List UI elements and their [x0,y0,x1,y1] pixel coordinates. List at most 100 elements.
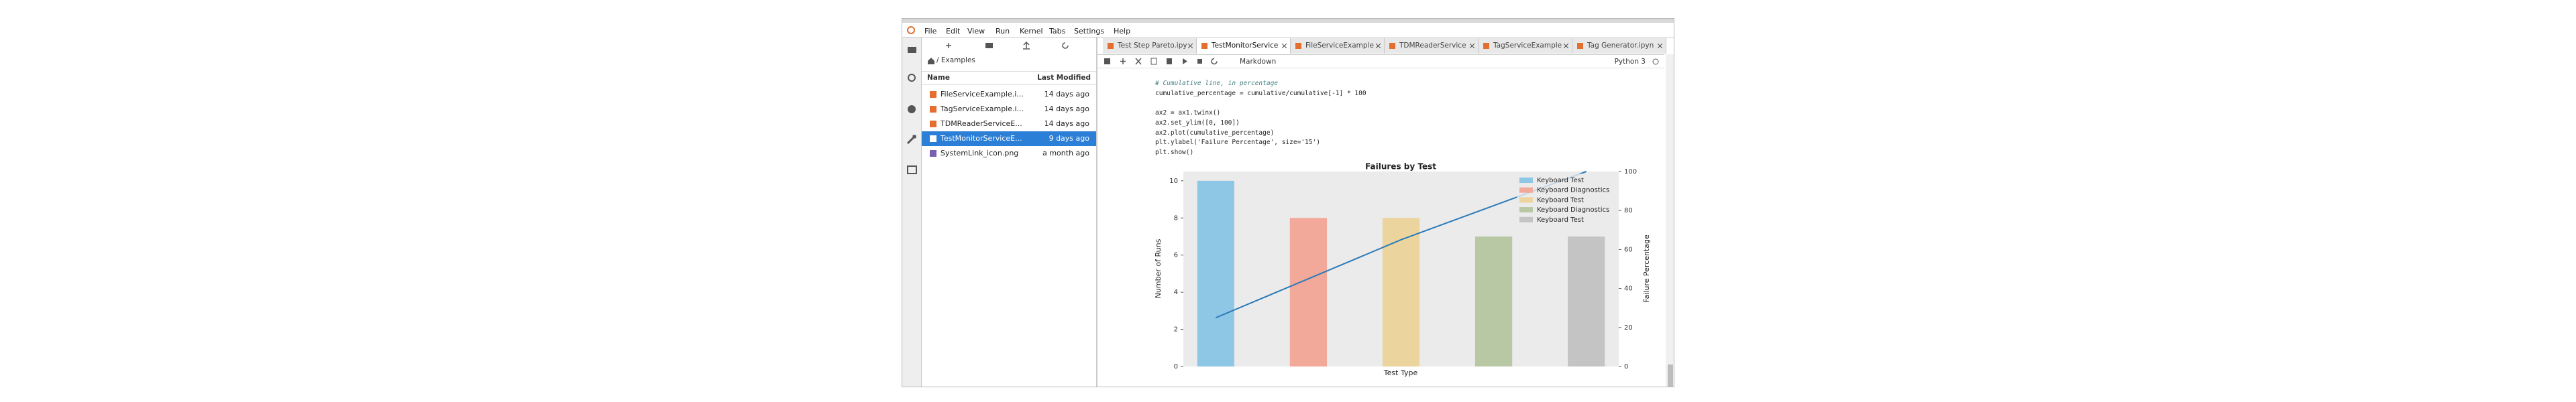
file-modified: 14 days ago [1044,119,1089,128]
running-icon[interactable] [908,74,916,82]
run[interactable] [1183,58,1187,64]
tools-icon[interactable] [906,134,917,145]
file-name: TagServiceExample.i... [941,105,1024,113]
code-line: # Cumulative line, in percentage [1155,80,1279,87]
file-modified: 14 days ago [1044,105,1089,113]
menu-item[interactable]: Tabs [1049,27,1066,36]
stop[interactable] [1197,59,1202,64]
legend-label: Keyboard Test [1537,216,1584,224]
tab-label: TestMonitorService [1212,42,1279,50]
file-row[interactable]: SystemLink_icon.png a month ago [922,146,1096,161]
tab[interactable]: TDMReaderService [1385,38,1479,54]
breadcrumb[interactable]: / Examples [936,56,975,64]
tab-label: TagServiceExample [1493,42,1562,50]
copy[interactable] [1150,58,1157,65]
menu-bar: File Edit View Run Kernel Tabs Settings Help [902,23,1674,38]
tab-close[interactable] [1658,44,1662,48]
file-browser: / Examples Name Last Modified FileServic… [922,38,1097,387]
legend-box [1517,174,1617,227]
tab[interactable]: FileServiceExample [1291,38,1385,54]
y2-tick-label: 60 [1624,246,1633,253]
file-row[interactable]: FileServiceExample.i... 14 days ago [922,87,1096,102]
column-header[interactable]: Name [927,74,950,82]
refresh[interactable] [1062,42,1069,49]
legend-swatch [1519,178,1533,183]
code-line: ax2.set_ylim([0, 100]) [1155,119,1240,127]
menu-item[interactable]: Settings [1074,27,1105,36]
bar [1382,218,1420,366]
tab-label: Test Step Pareto.ipy [1118,42,1187,50]
tab-close[interactable] [1564,44,1568,48]
tab-bar: Test Step Pareto.ipy TestMonitorService Fi… [1103,38,1670,54]
tab[interactable]: Test Step Pareto.ipy [1103,38,1197,54]
scroll-thumb[interactable] [1668,364,1673,387]
code-line: cumulative_percentage = cumulative/cumul… [1155,89,1366,97]
y2-tick-label: 20 [1624,324,1633,332]
bar [1197,180,1234,366]
bar [1568,237,1605,366]
menu-item[interactable]: Kernel [1020,27,1043,36]
tab[interactable]: Tag Generator.ipyn [1572,38,1666,54]
menu-item[interactable]: Run [996,27,1010,36]
file-toolbar [946,41,1069,50]
new-launcher[interactable] [946,43,951,48]
tab-close[interactable] [1376,44,1381,48]
legend-swatch [1519,216,1533,222]
list-header: Name Last Modified [922,71,1096,85]
code-line: plt.ylabel('Failure Percentage', size='1… [1155,139,1320,147]
menu-item[interactable]: File [924,27,937,36]
tab-close[interactable] [1282,44,1287,48]
legend-label: Keyboard Test [1537,177,1584,184]
folder-icon[interactable] [908,47,916,53]
cell-type-select[interactable]: Markdown [1240,58,1277,66]
menu-item[interactable]: Help [1114,27,1131,36]
y-tick-label: 2 [1174,326,1178,334]
tab[interactable]: TestMonitorService [1197,38,1291,54]
y-tick-label: 10 [1169,178,1178,185]
legend-label: Keyboard Test [1537,196,1584,204]
y2-tick-label: 40 [1624,285,1633,293]
save[interactable] [1104,58,1110,64]
file-row[interactable]: TDMReaderServiceE... 14 days ago [922,117,1096,131]
paste[interactable] [1167,58,1172,64]
file-row[interactable]: TestMonitorServiceE... 9 days ago [922,131,1096,146]
file-row[interactable]: TagServiceExample.i... 14 days ago [922,102,1096,117]
tab[interactable]: TagServiceExample [1479,38,1572,54]
home-icon[interactable] [927,57,935,65]
new-folder[interactable] [985,43,993,48]
tab-icon [1108,43,1114,49]
y2-axis-label: Failure Percentage [1642,234,1651,303]
file-modified: 9 days ago [1049,134,1089,143]
cut[interactable] [1135,58,1142,65]
insert[interactable] [1120,58,1126,64]
tabs-icon[interactable] [907,165,917,174]
tab-close[interactable] [1188,44,1193,48]
palette-icon[interactable] [908,105,916,113]
code-line: ax2 = ax1.twinx() [1155,109,1221,117]
kernel-status [1652,58,1659,65]
toolbar-icons [1104,58,1218,65]
menu-item[interactable]: Edit [946,27,961,36]
tab-label: FileServiceExample [1305,42,1374,50]
chart: Failures by Test Test Type Number of Run… [1154,162,1651,378]
logo [907,26,915,34]
tab-close[interactable] [1470,44,1474,48]
file-name: FileServiceExample.i... [941,90,1024,98]
code-line: plt.show() [1155,148,1194,156]
upload[interactable] [1023,41,1030,50]
legend-swatch [1519,197,1533,203]
tab-label: Tag Generator.ipyn [1587,42,1654,50]
notebook-toolbar: Markdown Python 3 [1097,54,1664,68]
restart[interactable] [1211,58,1218,65]
legend-label: Keyboard Diagnostics [1537,187,1609,194]
tab-label: TDMReaderService [1399,42,1466,50]
legend-swatch [1519,187,1533,193]
y-tick-label: 6 [1174,252,1178,259]
legend-label: Keyboard Diagnostics [1537,206,1609,214]
tab-icon [1295,43,1301,49]
file-name: TestMonitorServiceE... [941,134,1022,143]
menu-item[interactable]: View [967,27,985,36]
column-header[interactable]: Last Modified [1037,74,1091,82]
kernel-name[interactable]: Python 3 [1614,58,1646,66]
